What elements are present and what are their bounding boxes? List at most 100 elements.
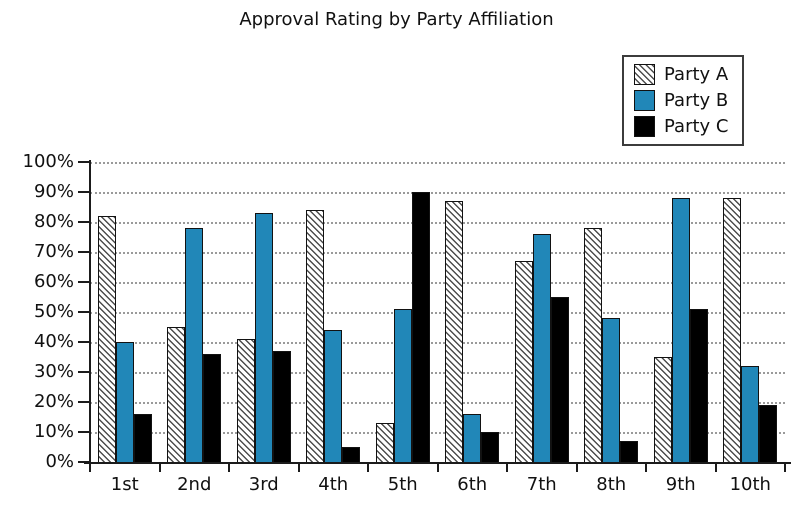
legend-swatch-icon [634,90,655,111]
legend-label: Party C [664,116,729,137]
y-tick-label: 100% [22,151,74,172]
bar-party-c-1st [133,414,152,462]
chart-title: Approval Rating by Party Affiliation [239,9,554,30]
x-tick-label-9th: 9th [665,474,696,495]
bar-party-b-7th [532,234,551,462]
x-tick-label-2nd: 2nd [177,474,212,495]
bar-party-b-10th [741,366,760,462]
x-tick-label-6th: 6th [457,474,488,495]
gridline-100 [90,162,785,164]
bar-group-8th [577,162,647,462]
y-tick-label: 70% [33,241,74,262]
bar-group-6th [438,162,508,462]
x-axis-tick [158,463,161,472]
x-tick-label-4th: 4th [318,474,349,495]
y-axis-tick [78,461,90,463]
x-tick-label-10th: 10th [729,474,771,495]
x-axis-tick [784,463,786,472]
y-axis-tick [78,281,90,283]
bar-group-5th [368,162,438,462]
y-axis-tick [78,191,90,193]
bar-party-a-1st [97,216,116,462]
y-tick-label: 20% [33,391,74,412]
gridline-90 [90,192,785,194]
gridline-80 [90,222,785,224]
bar-party-c-9th [689,309,708,462]
bar-party-a-3rd [236,339,255,462]
bar-group-1st [90,162,160,462]
gridline-70 [90,252,785,254]
x-tick-label-5th: 5th [387,474,418,495]
x-tick-label-8th: 8th [596,474,627,495]
bar-party-c-2nd [203,354,222,462]
bar-party-c-10th [759,405,778,462]
y-tick-label: 10% [33,421,74,442]
x-axis-tick [436,463,439,472]
legend-swatch-icon [634,116,655,137]
x-axis-tick [89,463,91,472]
x-axis-tick [228,463,230,472]
gridline-50 [90,312,785,314]
y-tick-label: 30% [33,361,74,382]
bar-group-2nd [160,162,230,462]
bar-party-b-1st [115,342,134,462]
gridline-10 [90,432,785,434]
x-axis-tick [714,463,717,472]
bar-party-a-5th [375,423,394,462]
y-tick-label: 60% [33,271,74,292]
y-axis-tick [78,311,90,313]
x-tick-label-1st: 1st [110,474,139,495]
y-axis-tick [78,371,90,373]
y-axis-tick [78,341,90,343]
gridline-60 [90,282,785,284]
bar-party-a-6th [445,201,464,462]
x-axis-tick [575,463,578,472]
y-axis-tick [78,221,90,223]
y-axis-tick [78,401,90,403]
bar-party-a-8th [584,228,603,462]
x-axis-tick [297,463,300,472]
y-axis-tick [78,431,90,433]
bar-group-3rd [229,162,299,462]
bar-party-c-5th [411,192,430,462]
bar-party-c-6th [481,432,500,462]
legend: Party A Party B Party C [622,55,745,146]
y-tick-label: 90% [33,181,74,202]
bar-party-a-9th [653,357,672,462]
gridline-20 [90,402,785,404]
legend-entry-party-a: Party A [634,64,728,85]
y-tick-label: 40% [33,331,74,352]
bar-party-b-9th [671,198,690,462]
bar-party-b-5th [393,309,412,462]
y-tick-label: 0% [45,451,74,472]
bar-group-4th [299,162,369,462]
y-axis-line [89,160,91,464]
bar-group-7th [507,162,577,462]
bar-group-10th [716,162,786,462]
legend-entry-party-b: Party B [634,90,728,111]
bar-party-c-3rd [272,351,291,462]
gridline-30 [90,372,785,374]
bar-party-b-6th [463,414,482,462]
gridline-40 [90,342,785,344]
legend-label: Party B [664,90,729,111]
bar-party-c-8th [620,441,639,462]
y-tick-label: 80% [33,211,74,232]
bar-party-b-8th [602,318,621,462]
bar-party-b-3rd [254,213,273,462]
x-tick-label-7th: 7th [526,474,557,495]
bar-group-9th [646,162,716,462]
x-axis-tick [645,463,647,472]
bar-party-c-4th [342,447,361,462]
bar-party-b-2nd [185,228,204,462]
y-axis-tick [78,161,90,163]
bar-party-b-4th [324,330,343,462]
bar-party-a-4th [306,210,325,462]
plot-area [90,162,785,462]
x-tick-label-3rd: 3rd [248,474,279,495]
x-axis-tick [506,463,508,472]
x-axis-tick [367,463,369,472]
y-axis-tick [78,251,90,253]
legend-entry-party-c: Party C [634,116,728,137]
legend-label: Party A [664,64,729,85]
